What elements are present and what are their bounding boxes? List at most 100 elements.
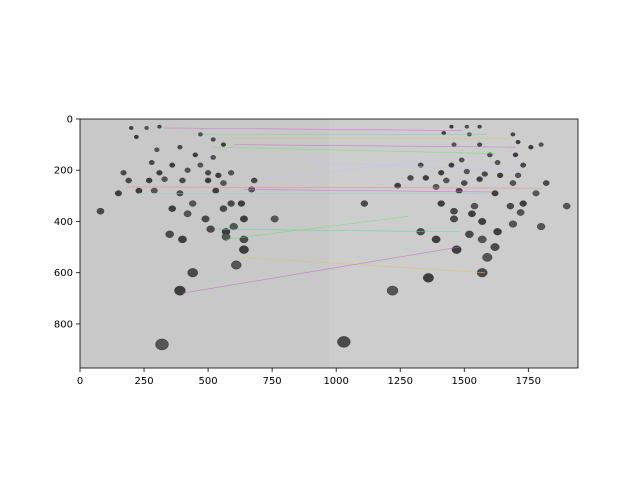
stone-marker bbox=[135, 187, 143, 194]
stone-marker bbox=[184, 167, 191, 173]
stone-marker bbox=[192, 152, 198, 158]
y-tick-label: 0 bbox=[67, 115, 73, 126]
stone-marker bbox=[205, 170, 212, 176]
stone-marker bbox=[422, 273, 434, 283]
stone-marker bbox=[482, 253, 493, 262]
stone-marker bbox=[189, 200, 197, 207]
match-line bbox=[213, 146, 496, 154]
stone-marker bbox=[201, 215, 210, 223]
stone-marker bbox=[516, 209, 525, 216]
stone-marker bbox=[509, 180, 517, 186]
stone-marker bbox=[478, 218, 487, 225]
stone-marker bbox=[144, 126, 149, 130]
stone-marker bbox=[114, 190, 122, 197]
y-tick-label: 800 bbox=[54, 319, 73, 330]
stone-marker bbox=[96, 207, 105, 215]
stone-marker bbox=[161, 176, 168, 182]
stone-marker bbox=[464, 124, 469, 129]
stone-marker bbox=[512, 152, 519, 158]
stone-marker bbox=[455, 187, 463, 194]
stone-marker bbox=[494, 160, 501, 166]
match-line bbox=[225, 216, 408, 240]
stone-marker bbox=[538, 142, 544, 147]
match-line bbox=[241, 257, 485, 274]
stone-marker bbox=[449, 124, 454, 129]
stone-marker bbox=[210, 155, 216, 160]
stone-marker bbox=[237, 200, 246, 207]
match-line bbox=[182, 246, 460, 294]
stone-marker bbox=[448, 162, 455, 168]
stone-marker bbox=[532, 190, 540, 197]
stone-marker bbox=[493, 228, 502, 236]
plot-area bbox=[80, 119, 578, 368]
x-tick-label: 1250 bbox=[387, 376, 412, 387]
stone-marker bbox=[165, 230, 174, 238]
stone-marker bbox=[183, 210, 192, 218]
stone-marker bbox=[157, 124, 162, 129]
stone-marker bbox=[443, 177, 450, 184]
stone-marker bbox=[451, 142, 457, 147]
stone-marker bbox=[250, 177, 258, 184]
right-image-background bbox=[329, 119, 578, 368]
stone-marker bbox=[407, 175, 414, 181]
stone-marker bbox=[179, 177, 186, 184]
stone-marker bbox=[197, 162, 204, 168]
stone-marker bbox=[431, 235, 441, 244]
stone-marker bbox=[168, 205, 176, 212]
x-tick-label: 250 bbox=[134, 376, 153, 387]
stone-marker bbox=[231, 260, 242, 270]
stone-marker bbox=[120, 170, 127, 176]
y-tick-label: 400 bbox=[54, 217, 73, 228]
stone-marker bbox=[270, 215, 279, 223]
x-tick-label: 1500 bbox=[452, 376, 477, 387]
stone-marker bbox=[204, 177, 212, 184]
stone-marker bbox=[491, 190, 499, 197]
stone-marker bbox=[458, 157, 465, 163]
stone-marker bbox=[542, 180, 550, 186]
stone-marker bbox=[563, 202, 571, 210]
stone-marker bbox=[155, 338, 169, 351]
stone-marker bbox=[514, 172, 522, 179]
y-tick-label: 600 bbox=[54, 268, 73, 279]
stone-marker bbox=[520, 162, 527, 168]
match-line bbox=[233, 144, 516, 148]
stone-marker bbox=[360, 200, 369, 207]
x-tick-label: 500 bbox=[199, 376, 218, 387]
stone-marker bbox=[394, 182, 401, 189]
stone-marker bbox=[519, 200, 527, 207]
match-lines-layer bbox=[126, 127, 542, 294]
stone-marker bbox=[477, 235, 487, 244]
stone-marker bbox=[177, 144, 183, 150]
stone-marker bbox=[187, 268, 199, 278]
stone-marker bbox=[210, 137, 216, 142]
axes-frame bbox=[79, 118, 579, 369]
stone-marker bbox=[422, 175, 429, 181]
stone-marker bbox=[477, 142, 483, 147]
x-tick-label: 1750 bbox=[516, 376, 541, 387]
stone-marker bbox=[220, 142, 226, 147]
stone-marker bbox=[477, 124, 482, 129]
match-line bbox=[259, 159, 439, 180]
stone-marker bbox=[465, 230, 474, 238]
y-axis: 0 200 400 600 800 bbox=[54, 115, 80, 330]
stone-marker bbox=[239, 245, 249, 254]
x-tick-label: 750 bbox=[263, 376, 282, 387]
stone-marker bbox=[174, 285, 186, 296]
stone-marker bbox=[508, 220, 517, 228]
stone-marker bbox=[227, 200, 235, 207]
stone-marker bbox=[437, 200, 445, 207]
stone-marker bbox=[220, 180, 227, 186]
stone-marker bbox=[468, 210, 476, 218]
stone-marker bbox=[219, 205, 228, 212]
stone-marker bbox=[432, 184, 440, 190]
stone-marker bbox=[490, 243, 500, 251]
stone-marker bbox=[528, 144, 534, 150]
stone-marker bbox=[450, 215, 458, 223]
stone-marker bbox=[438, 170, 445, 176]
stone-marker bbox=[156, 170, 163, 176]
stone-marker bbox=[337, 336, 351, 348]
match-line bbox=[126, 186, 542, 189]
stone-marker bbox=[240, 215, 248, 223]
stone-marker bbox=[386, 285, 399, 296]
